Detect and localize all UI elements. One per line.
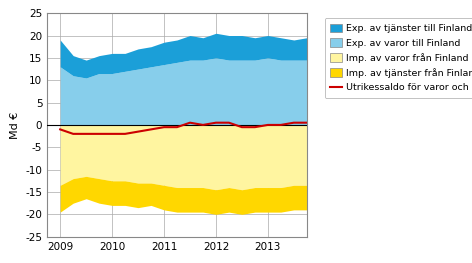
- Y-axis label: Md €: Md €: [10, 111, 20, 139]
- Legend: Exp. av tjänster till Finland, Exp. av varor till Finland, Imp. av varor från Fi: Exp. av tjänster till Finland, Exp. av v…: [325, 18, 472, 98]
